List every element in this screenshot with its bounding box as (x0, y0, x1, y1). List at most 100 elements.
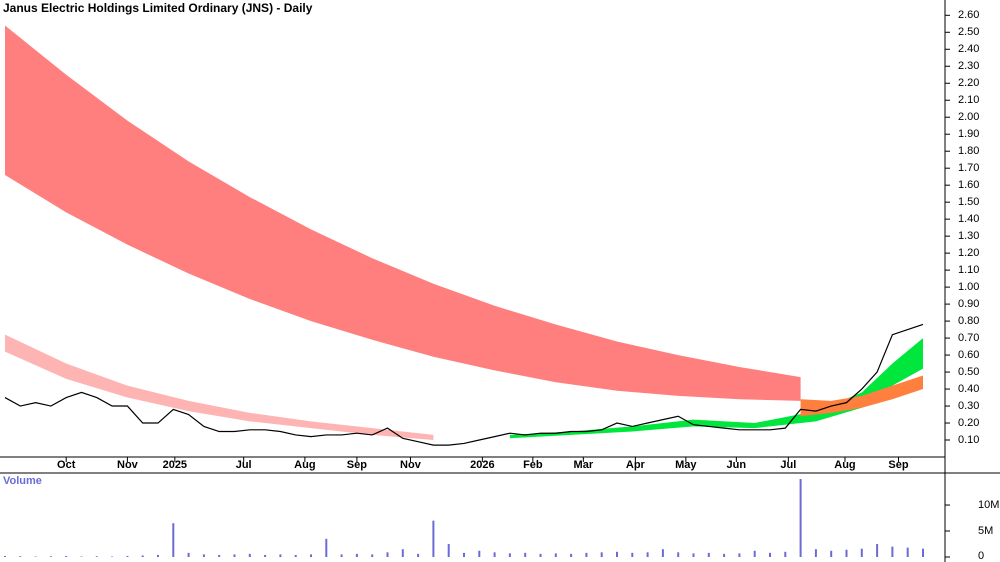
volume-bar (738, 553, 741, 557)
volume-bar (692, 553, 695, 557)
y-tick-label: 2.20 (958, 77, 979, 89)
volume-bar (845, 549, 848, 557)
x-tick-label: 2025 (163, 459, 187, 471)
y-tick-label: 1.00 (958, 281, 979, 293)
x-tick-label: Oct (57, 459, 76, 471)
band (5, 25, 801, 401)
volume-bar (248, 553, 251, 557)
volume-bar (753, 550, 756, 557)
volume-bar (310, 554, 312, 557)
volume-bar (432, 520, 435, 557)
y-tick-label: 0.40 (958, 383, 979, 395)
volume-bar (49, 556, 52, 557)
volume-bar (340, 554, 343, 557)
volume-bar (172, 523, 175, 557)
y-tick-label: 1.10 (958, 264, 979, 276)
y-tick-label: 1.40 (958, 213, 979, 225)
volume-bar (19, 556, 22, 557)
y-tick-label: 1.90 (958, 128, 979, 140)
x-tick-label: May (675, 459, 697, 471)
volume-bar (4, 555, 6, 557)
volume-bar (111, 556, 114, 557)
volume-bar (570, 553, 573, 557)
volume-bar (539, 553, 542, 557)
volume-bar (799, 479, 802, 557)
y-tick-label: 0.60 (958, 349, 979, 361)
y-tick-label: 0 (978, 550, 984, 562)
volume-bar (401, 549, 404, 557)
x-tick-label: Sep (888, 459, 908, 471)
volume-bar (707, 552, 710, 557)
volume-bar (463, 552, 465, 557)
volume-bar (371, 554, 374, 557)
volume-bar (478, 550, 481, 557)
volume-bar (524, 552, 527, 557)
volume-bar (677, 552, 680, 557)
x-tick-label: Aug (834, 459, 855, 471)
volume-title: Volume (3, 475, 42, 487)
volume-bar (769, 552, 771, 557)
volume-bar (600, 552, 603, 557)
volume-bar (631, 552, 634, 557)
volume-bar (646, 552, 649, 557)
y-tick-label: 0.30 (958, 400, 979, 412)
y-tick-label: 1.70 (958, 162, 979, 174)
y-tick-label: 1.30 (958, 230, 979, 242)
volume-bar (141, 555, 144, 557)
volume-bar (616, 551, 618, 557)
volume-bar (417, 553, 420, 557)
volume-bar (891, 546, 894, 557)
x-tick-label: Aug (294, 459, 315, 471)
chart-title: Janus Electric Holdings Limited Ordinary… (3, 1, 313, 15)
x-tick-label: Jul (780, 459, 796, 471)
volume-bar (784, 551, 787, 557)
y-tick-label: 2.00 (958, 111, 979, 123)
y-tick-label: 0.80 (958, 315, 979, 327)
y-tick-label: 0.50 (958, 366, 979, 378)
volume-bar (279, 554, 282, 557)
y-tick-label: 1.60 (958, 179, 979, 191)
volume-bar (860, 548, 863, 557)
volume-bar (294, 554, 297, 557)
volume-bar (554, 553, 557, 557)
volume-bar (830, 550, 833, 557)
price-line (4, 323, 924, 446)
volume-bar (218, 554, 221, 557)
y-tick-label: 1.20 (958, 247, 979, 259)
y-tick-label: 2.50 (958, 26, 979, 38)
volume-bar (95, 556, 98, 557)
volume-bar (922, 548, 924, 557)
volume-bar (386, 552, 389, 557)
x-tick-label: Nov (117, 459, 139, 471)
y-tick-label: 5M (978, 525, 993, 537)
y-tick-label: 2.10 (958, 94, 979, 106)
y-tick-label: 0.10 (958, 434, 979, 446)
y-tick-label: 0.70 (958, 332, 979, 344)
x-tick-label: 2026 (470, 459, 494, 471)
volume-bar (906, 547, 909, 557)
x-tick-label: Mar (574, 459, 594, 471)
volume-bar (814, 549, 817, 557)
y-tick-label: 0.20 (958, 417, 979, 429)
y-tick-label: 1.80 (958, 145, 979, 157)
x-tick-label: Feb (523, 459, 543, 471)
volume-bar (80, 556, 83, 557)
y-tick-label: 2.30 (958, 60, 979, 72)
volume-bar (508, 553, 511, 557)
volume-bar (233, 554, 236, 557)
x-tick-label: Apr (626, 459, 646, 471)
volume-bar (723, 553, 726, 557)
volume-bar (34, 556, 37, 557)
y-tick-label: 10M (978, 499, 999, 511)
volume-bar (264, 554, 267, 557)
x-tick-label: Jul (236, 459, 252, 471)
volume-bar (65, 555, 68, 557)
x-tick-label: Nov (400, 459, 422, 471)
volume-bar (447, 544, 450, 557)
volume-bar (661, 549, 664, 557)
y-tick-label: 2.40 (958, 43, 979, 55)
x-tick-label: Jun (727, 459, 747, 471)
volume-bar (355, 553, 358, 557)
